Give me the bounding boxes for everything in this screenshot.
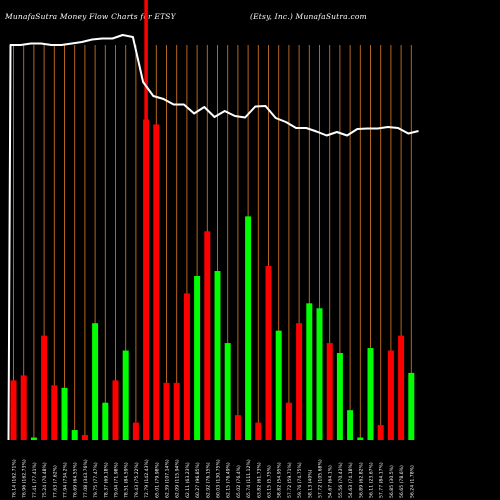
volume-bar [132, 422, 139, 440]
volume-bar [122, 350, 129, 440]
x-tick-label: 58.13 (40%) [307, 469, 313, 498]
volume-bar [336, 353, 343, 440]
x-tick-label: 54.67 (64.1%) [328, 465, 334, 498]
x-tick-label: 76.96 (162.73%) [22, 459, 28, 498]
volume-bar [173, 382, 180, 440]
volume-bar [41, 335, 48, 440]
volume-bar [81, 435, 88, 440]
x-tick-label: 77.08 (343.76%) [83, 459, 89, 498]
x-tick-label: 55.56 (70.43%) [338, 462, 344, 498]
volume-bar [51, 385, 58, 440]
x-tick-label: 56.11 (23.67%) [369, 462, 375, 498]
x-tick-label: 57.77 (84.17%) [379, 462, 385, 498]
x-tick-label: 57.72 (105.68%) [318, 459, 324, 498]
volume-bar [224, 343, 231, 440]
x-tick-label: 60.27 (96.85%) [195, 462, 201, 498]
volume-bar [194, 276, 201, 440]
volume-bar [387, 350, 394, 440]
volume-bar [71, 430, 78, 440]
x-tick-label: 65.74 (111.12%) [246, 459, 252, 498]
x-tick-label: 79.75 (77.47%) [93, 462, 99, 498]
x-tick-label: 77.94 (734.2%) [63, 462, 69, 498]
volume-bar [30, 437, 37, 440]
x-tick-label: 57.72 (59.71%) [287, 462, 293, 498]
x-tick-label: 54.63 (74.18%) [348, 462, 354, 498]
x-tick-label: 63.15 (5.75%) [267, 465, 273, 498]
chart-title-left: MunafaSutra Money Flow Charts for ETSY [5, 12, 176, 21]
x-tick-label: 62.92 (76.15%) [205, 462, 211, 498]
x-tick-label: 65.01 (79.98%) [154, 462, 160, 498]
gridlines [13, 45, 412, 440]
x-tick-label: 62.15 (76.49%) [226, 462, 232, 498]
x-tick-label: 56.24 (1.78%) [409, 465, 415, 498]
x-tick-label: 58.82 (54.95%) [277, 462, 283, 498]
volume-bar [357, 437, 364, 440]
x-tick-label: 78.51 (84.59%) [124, 462, 130, 498]
x-tick-label: 63.82 (61.73%) [256, 462, 262, 498]
x-tick-label: 72.79 (142.43%) [144, 459, 150, 498]
x-tick-label: 62.09 (115.94%) [175, 459, 181, 498]
volume-bar [102, 402, 109, 440]
volume-bar [326, 343, 333, 440]
volume-bar [265, 266, 272, 440]
price-series-line [7, 34, 419, 441]
x-tick-label: 59.76 (74.75%) [297, 462, 303, 498]
volume-bar [61, 387, 68, 440]
volume-bar [296, 323, 303, 440]
volume-bar [163, 382, 170, 440]
x-tick-label: 60.03 (130.75%) [216, 459, 222, 498]
volume-bar [408, 372, 415, 440]
volume-bar [10, 380, 17, 440]
x-tick-label: 75.24 (70.48%) [42, 462, 48, 498]
volume-bar [316, 308, 323, 440]
x-tick-label: 76.14 (162.71%) [12, 459, 18, 498]
volume-bar [92, 323, 99, 440]
volume-bar [367, 348, 374, 440]
volume-bar [255, 422, 262, 440]
x-tick-label: 62.11 (63.23%) [185, 462, 191, 498]
volume-bars [10, 119, 415, 441]
x-tick-label: 56.85 (30.5%) [389, 465, 395, 498]
volume-bar [306, 303, 313, 440]
volume-bar [20, 375, 27, 440]
volume-bar [275, 330, 282, 440]
volume-bar [398, 335, 405, 440]
volume-bar [112, 380, 119, 440]
volume-bar [285, 402, 292, 440]
highlight-line [144, 0, 148, 440]
x-tick-label: 76.69 (64.55%) [73, 462, 79, 498]
x-tick-label: 77.63 (7.62%) [52, 465, 58, 498]
volume-bar [234, 415, 241, 440]
volume-bar [347, 410, 354, 440]
volume-bar [214, 271, 221, 440]
x-tick-label: 56.65 (78.6%) [399, 465, 405, 498]
volume-bar [183, 293, 190, 440]
x-tick-labels: 76.14 (162.71%) 76.96 (162.73%) 77.41 (77.… [12, 459, 416, 498]
x-tick-label: 56.89 (62.82%) [358, 462, 364, 498]
x-tick-label: 77.41 (77.41%) [32, 462, 38, 498]
price-line [7, 34, 419, 441]
x-tick-label: 78.37 (69.18%) [103, 462, 109, 498]
volume-bar [377, 425, 384, 440]
x-tick-label: 65.02 (76.4%) [236, 465, 242, 498]
x-tick-label: 79.04 (71.98%) [114, 462, 120, 498]
volume-bar [245, 216, 252, 440]
chart-title-right: (Etsy, Inc.) MunafaSutra.com [250, 12, 367, 21]
x-tick-label: 79.43 (75.22%) [134, 462, 140, 498]
volume-bar [204, 231, 211, 440]
x-tick-label: 62.39 (107.14%) [165, 459, 171, 498]
highlight-marker [144, 0, 148, 440]
volume-bar [153, 124, 160, 440]
